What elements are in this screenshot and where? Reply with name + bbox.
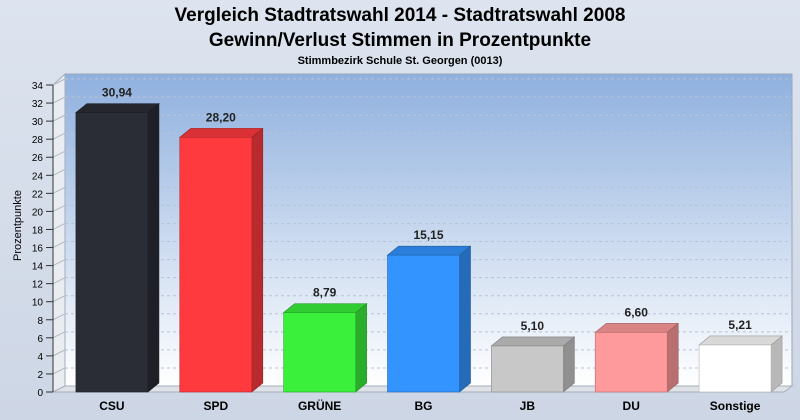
x-tick-label: CSU (99, 399, 124, 413)
y-tick-label: 30 (32, 117, 44, 128)
side-wall (52, 72, 66, 393)
side-gridline (52, 241, 66, 248)
data-label: 8,79 (313, 286, 337, 300)
y-tick-label: 28 (32, 135, 44, 146)
side-gridline (52, 96, 66, 104)
side-gridline (52, 385, 66, 393)
side-gridline (52, 313, 66, 321)
x-tick-label: JB (520, 399, 536, 413)
side-gridline (52, 186, 66, 194)
data-label: 28,20 (206, 110, 236, 124)
y-tick-label: 12 (32, 280, 44, 291)
bar-side (355, 302, 367, 393)
bar-grüne (282, 302, 368, 393)
y-tick-label: 0 (37, 388, 43, 399)
data-label: 5,21 (728, 318, 752, 332)
bar-front (179, 137, 253, 393)
x-tick-label: GRÜNE (298, 398, 341, 413)
bar-bg (386, 245, 472, 393)
bar-spd (178, 127, 264, 393)
y-tick-label: 8 (37, 316, 43, 327)
bar-front (594, 332, 668, 393)
y-tick-label: 32 (32, 99, 44, 110)
bar-side (147, 102, 160, 393)
side-gridline (52, 78, 66, 86)
data-label: 30,94 (102, 86, 132, 100)
y-tick-label: 24 (32, 171, 44, 182)
side-gridline (52, 277, 66, 285)
chart-title: Vergleich Stadtratswahl 2014 - Stadtrats… (174, 5, 626, 26)
bar-side (563, 336, 575, 393)
side-gridline (52, 114, 66, 122)
bar-du (594, 322, 680, 393)
bar-top (594, 323, 680, 333)
x-tick-label: BG (415, 399, 433, 413)
data-label: 5,10 (521, 319, 545, 333)
bar-top (490, 336, 576, 347)
x-tick-label: Sonstige (710, 399, 761, 413)
bar-csu (75, 102, 160, 393)
bar-top (75, 103, 160, 113)
side-gridline (52, 132, 66, 140)
side-gridline (52, 168, 66, 176)
y-tick-label: 22 (32, 189, 44, 200)
bar-top (386, 245, 472, 256)
y-tick-label: 2 (37, 370, 43, 381)
side-gridline (52, 331, 66, 339)
bar-front (283, 312, 356, 393)
bar-jb (490, 336, 576, 393)
x-tick-label: DU (623, 399, 640, 413)
bar-front (698, 344, 772, 393)
y-tick-label: 20 (32, 207, 44, 218)
y-tick-label: 14 (32, 262, 44, 273)
side-gridline (52, 295, 66, 303)
side-gridline (52, 349, 66, 357)
bar-sonstige (698, 335, 783, 393)
y-tick-label: 4 (37, 352, 43, 363)
bar-side (459, 245, 471, 393)
y-tick-label: 16 (32, 244, 44, 255)
bar-side (770, 335, 783, 393)
bar-front (75, 112, 149, 393)
side-gridline (52, 204, 66, 212)
side-gridline (52, 223, 66, 230)
bar-top (698, 335, 783, 346)
y-tick-label: 34 (32, 81, 44, 92)
y-tick-label: 18 (32, 225, 44, 236)
bar-side (666, 322, 679, 393)
bar-front (387, 254, 460, 393)
y-tick-label: 10 (32, 298, 44, 309)
data-label: 6,60 (625, 305, 649, 319)
y-tick-label: 6 (37, 334, 43, 345)
side-gridline (52, 367, 66, 375)
chart-subtitle: Gewinn/Verlust Stimmen in Prozentpunkte (208, 30, 592, 51)
chart-caption: Stimmbezirk Schule St. Georgen (0013) (297, 55, 503, 67)
side-gridline (52, 259, 66, 267)
y-tick-label: 26 (32, 153, 44, 164)
bar-top (282, 303, 368, 313)
data-label: 15,15 (413, 228, 443, 242)
bar-side (251, 127, 264, 393)
bar-top (178, 128, 264, 138)
side-gridline (52, 150, 66, 158)
bar-front (491, 345, 564, 393)
x-tick-label: SPD (203, 399, 228, 413)
